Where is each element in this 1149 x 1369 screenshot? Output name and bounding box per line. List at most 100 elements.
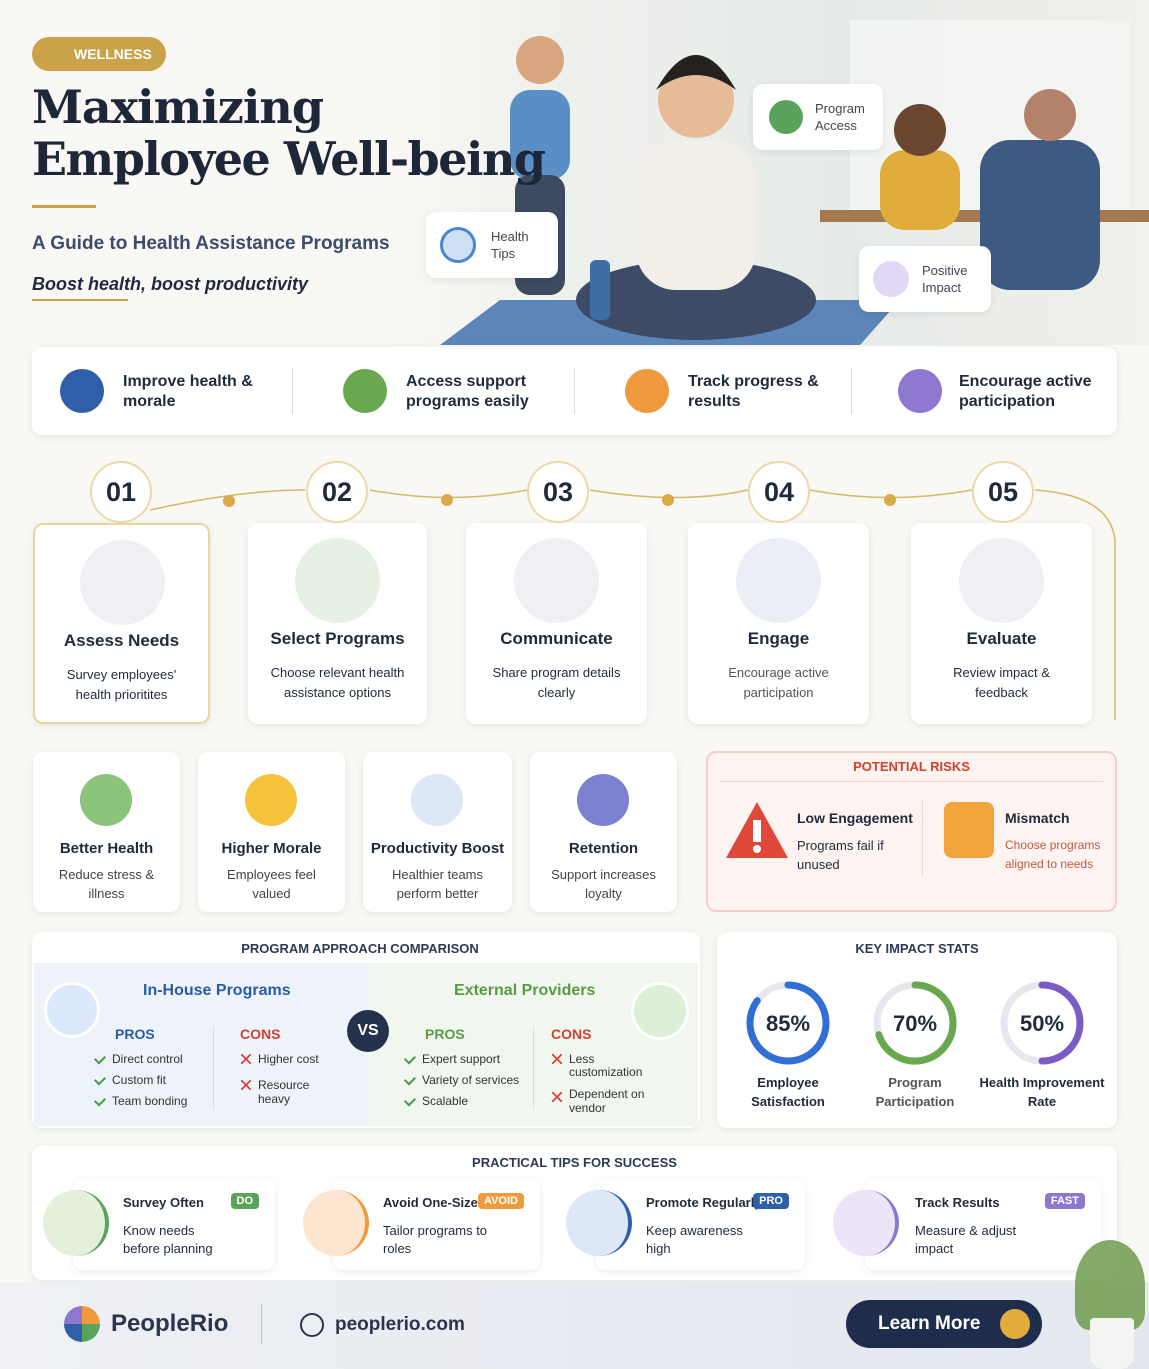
step-connector — [149, 489, 1116, 720]
decoration — [223, 495, 235, 507]
subtitle: A Guide to Health Assistance Programs — [32, 233, 390, 254]
goal-icon — [343, 369, 387, 413]
tip-tag: PRO — [753, 1193, 789, 1209]
tip-text: Keep awareness high — [646, 1223, 743, 1256]
hero-card-label: Positive Impact — [922, 263, 968, 295]
benefit-card: Higher Morale Employees feel valued — [198, 752, 345, 912]
globe-icon — [300, 1313, 324, 1337]
decoration — [980, 140, 1100, 290]
decoration — [658, 62, 734, 138]
step-card: Evaluate Review impact & feedback — [911, 523, 1092, 724]
tip-title: Promote Regularly — [646, 1195, 762, 1210]
step-text: Encourage active participation — [728, 665, 829, 700]
logo — [64, 1306, 100, 1342]
benefit-text: Reduce stress & illness — [58, 867, 155, 901]
step-text: Review impact & feedback — [953, 665, 1050, 700]
decoration — [577, 774, 629, 826]
stat-name-box: Program Participation — [875, 1075, 955, 1109]
column-title: External Providers — [454, 982, 596, 999]
risk-title: Mismatch — [1005, 810, 1070, 826]
stat-value: 70% — [893, 1011, 937, 1036]
decoration — [1000, 1309, 1030, 1339]
step-card: Communicate Share program details clearly — [466, 523, 647, 724]
benefit-title: Retention — [568, 840, 639, 857]
con: Higher cost — [238, 1049, 338, 1070]
brand: PeopleRio — [111, 1310, 229, 1337]
benefit-title: Productivity Boost — [370, 840, 505, 857]
vs-badge: VS — [347, 1010, 389, 1052]
decoration — [510, 90, 570, 180]
goal-icon — [898, 369, 942, 413]
pro: Custom fit — [92, 1070, 212, 1091]
benefit-card: Retention Support increases loyalty — [530, 752, 677, 912]
decoration — [295, 538, 380, 623]
step-number: 01 — [90, 461, 152, 523]
learn-more-button[interactable]: Learn More — [846, 1300, 1042, 1348]
step-number: 02 — [306, 461, 368, 523]
hero-image — [380, 0, 1149, 345]
goal-text: Track progress & results — [688, 373, 819, 410]
tip-icon — [43, 1190, 109, 1256]
step-card: Select Programs Choose relevant health as… — [248, 523, 427, 724]
tip-title: Track Results — [915, 1195, 1000, 1210]
step-text: Share program details clearly — [492, 665, 621, 700]
decoration — [753, 820, 761, 842]
benefit-title: Better Health — [59, 840, 154, 857]
decoration — [769, 100, 803, 134]
decoration — [880, 150, 960, 230]
decoration — [514, 538, 599, 623]
stat-value: 50% — [1020, 1011, 1064, 1036]
step-title: Communicate — [500, 629, 613, 648]
tip-card: Survey Often DO Know needs before planning — [73, 1178, 275, 1270]
tip-tag: AVOID — [477, 1193, 524, 1209]
decoration — [753, 845, 761, 853]
pros-label: PROS — [115, 1026, 155, 1042]
divider — [213, 1026, 214, 1110]
decoration — [894, 104, 946, 156]
decoration — [736, 538, 821, 623]
step-text: Choose relevant health assistance option… — [270, 665, 405, 700]
tip-icon — [833, 1190, 899, 1256]
divider — [533, 1026, 534, 1110]
tip-icon — [566, 1190, 632, 1256]
tip-title: Avoid One-Size — [383, 1195, 478, 1210]
rule — [720, 781, 1103, 782]
decoration — [576, 260, 816, 340]
decoration — [636, 140, 756, 290]
tip-text: Tailor programs to roles — [383, 1223, 488, 1256]
stat-name: Program Participation — [875, 1075, 955, 1109]
badge: WELLNESS — [32, 37, 166, 71]
benefit-title: Higher Morale — [221, 840, 322, 857]
tip-tag: FAST — [1044, 1193, 1085, 1209]
decoration — [80, 540, 165, 625]
separator — [574, 368, 575, 414]
step-number: 03 — [527, 461, 589, 523]
benefit-text: Support increases loyalty — [551, 867, 656, 901]
tip-title: Survey Often — [123, 1195, 204, 1210]
stat-name-box: Employee Satisfaction — [751, 1075, 825, 1109]
divider — [32, 205, 96, 208]
goal-icon — [60, 369, 104, 413]
decoration — [873, 261, 909, 297]
goal-icon — [625, 369, 669, 413]
goal-text: Encourage active participation — [959, 373, 1092, 410]
hero-illustration — [440, 20, 1149, 345]
pros-list: Direct control Custom fit Team bonding — [92, 1049, 212, 1112]
benefit-card: Better Health Reduce stress & illness — [33, 752, 180, 912]
step-title: Assess Needs — [63, 631, 180, 650]
hero-card-label: Health Tips — [491, 229, 529, 261]
con: Dependent on vendor — [549, 1087, 659, 1115]
website: peoplerio.com — [335, 1314, 465, 1335]
decoration — [440, 227, 476, 263]
risks-title: POTENTIAL RISKS — [853, 759, 970, 774]
decoration — [516, 36, 564, 84]
cons-list: Higher cost Resource heavy — [238, 1049, 338, 1106]
tips-title: PRACTICAL TIPS FOR SUCCESS — [472, 1155, 677, 1170]
step-number: 04 — [748, 461, 810, 523]
benefit-card: Productivity Boost Healthier teams perfor… — [363, 752, 512, 912]
ring-value — [746, 981, 830, 1065]
decoration — [662, 494, 674, 506]
pot — [1090, 1318, 1134, 1369]
tip-tag: DO — [230, 1193, 259, 1209]
